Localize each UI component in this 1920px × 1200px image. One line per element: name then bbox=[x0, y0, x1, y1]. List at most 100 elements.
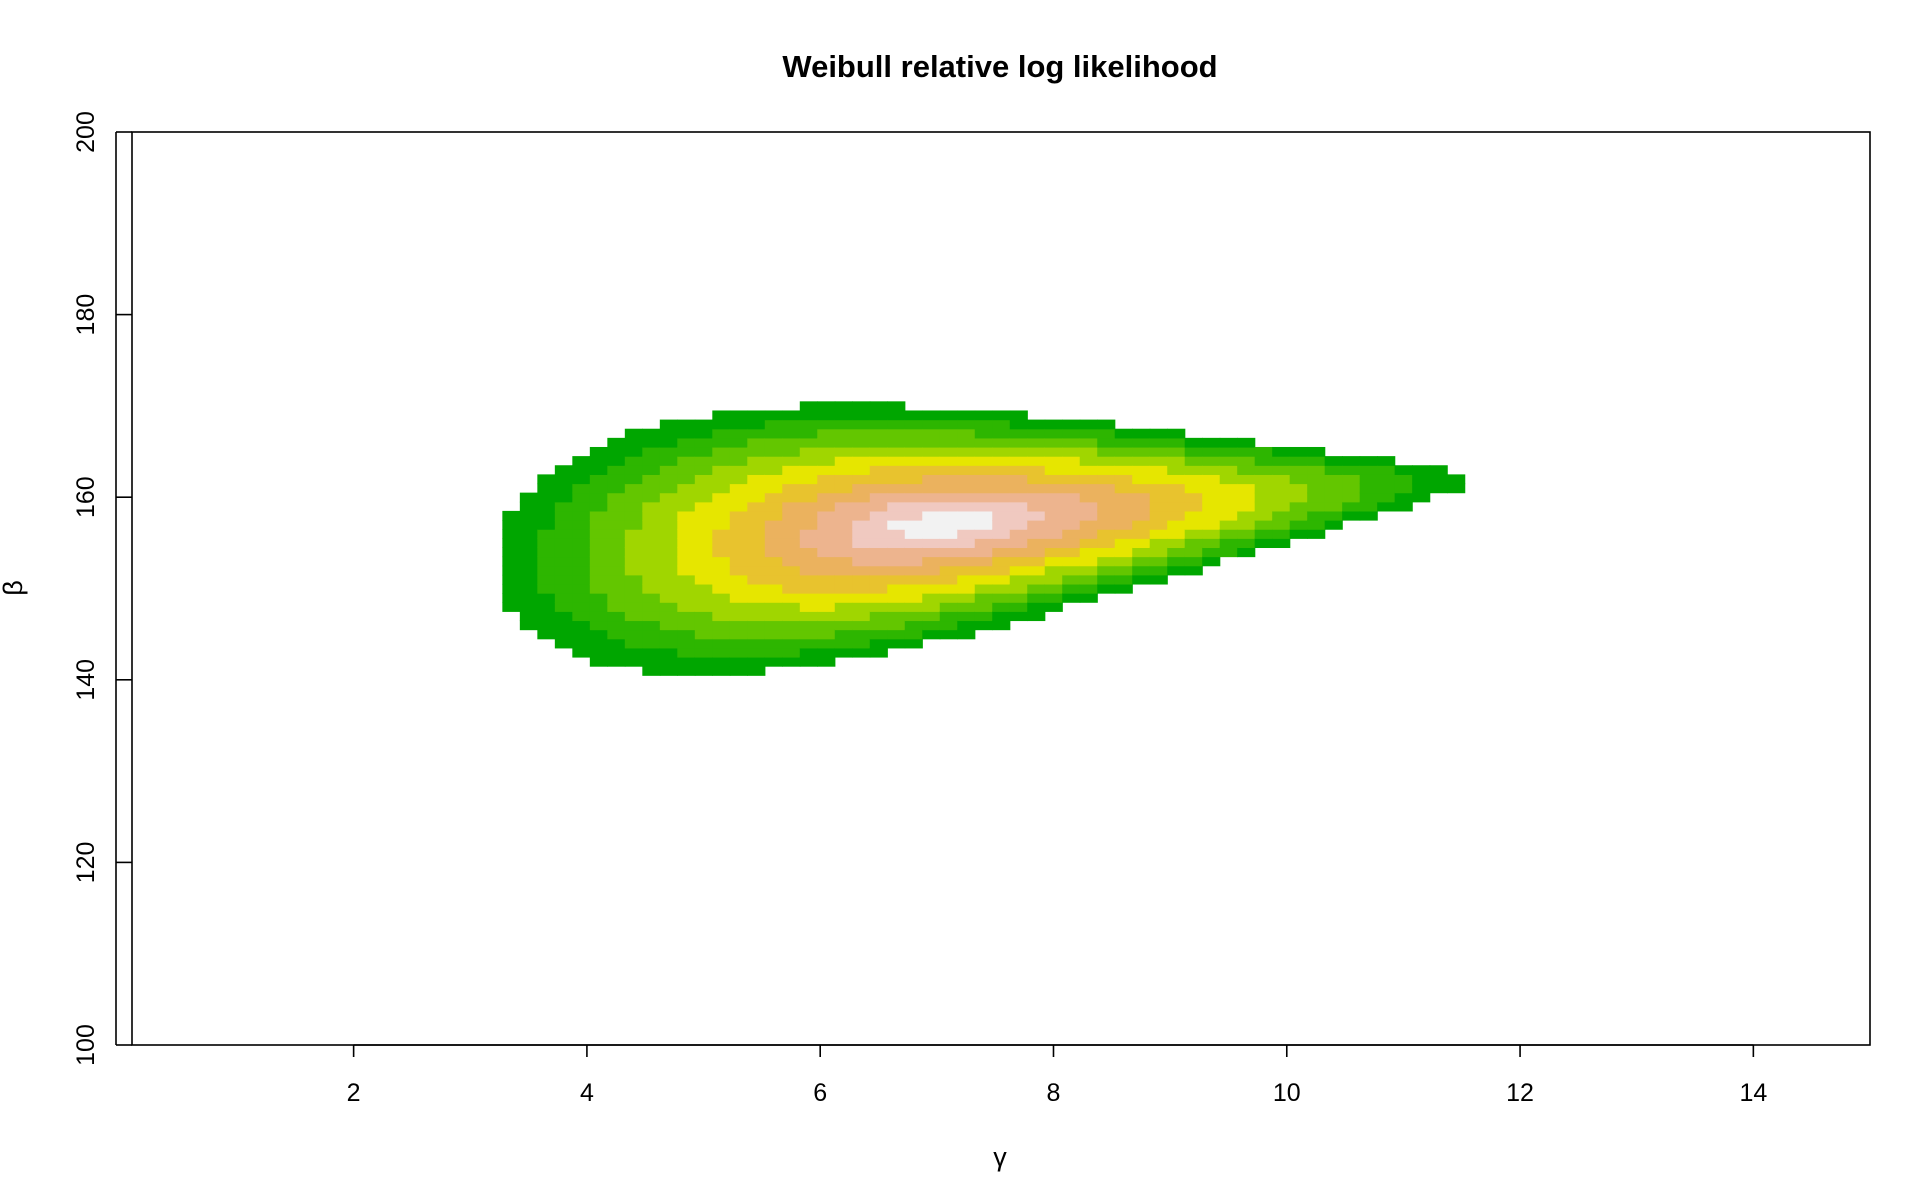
heatmap-cell bbox=[694, 437, 713, 448]
heatmap-cell bbox=[624, 428, 643, 439]
heatmap-cell bbox=[834, 410, 853, 421]
heatmap-cell bbox=[764, 611, 783, 622]
heatmap-cell bbox=[1272, 456, 1291, 466]
heatmap-cell bbox=[1324, 465, 1343, 475]
heatmap-cell bbox=[1324, 520, 1343, 530]
heatmap-cell bbox=[782, 638, 801, 649]
heatmap-cell bbox=[1009, 501, 1028, 512]
heatmap-cell bbox=[747, 583, 766, 594]
heatmap-cell bbox=[1184, 520, 1203, 530]
heatmap-cell bbox=[607, 501, 626, 512]
heatmap-cell bbox=[747, 574, 766, 585]
heatmap-cell bbox=[659, 574, 678, 585]
heatmap-cell bbox=[1149, 538, 1168, 549]
heatmap-cell bbox=[939, 492, 958, 503]
heatmap-cell bbox=[852, 419, 871, 430]
heatmap-cell bbox=[1429, 483, 1448, 494]
heatmap-cell bbox=[537, 620, 556, 631]
heatmap-cell bbox=[1062, 593, 1081, 603]
heatmap-cell bbox=[1027, 437, 1046, 448]
heatmap-cell bbox=[1167, 492, 1186, 503]
heatmap-cell bbox=[939, 583, 958, 594]
heatmap-cell bbox=[554, 474, 573, 485]
heatmap-cell bbox=[554, 574, 573, 585]
heatmap-cell bbox=[537, 538, 556, 549]
heatmap-cell bbox=[1009, 492, 1028, 503]
heatmap-cell bbox=[1184, 465, 1203, 475]
heatmap-cell bbox=[922, 419, 941, 430]
heatmap-cell bbox=[1009, 602, 1028, 612]
heatmap-cell bbox=[852, 547, 871, 558]
heatmap-cell bbox=[1219, 492, 1238, 503]
heatmap-cell bbox=[624, 510, 643, 521]
heatmap-cell bbox=[922, 593, 941, 603]
heatmap-cell bbox=[939, 437, 958, 448]
heatmap-cell bbox=[1062, 456, 1081, 466]
heatmap-cell bbox=[1149, 510, 1168, 521]
heatmap-cell bbox=[799, 501, 818, 512]
heatmap-cell bbox=[537, 474, 556, 485]
heatmap-cell bbox=[572, 593, 591, 603]
heatmap-cell bbox=[817, 446, 836, 457]
heatmap-cell bbox=[729, 492, 748, 503]
heatmap-cell bbox=[992, 547, 1011, 558]
heatmap-cell bbox=[904, 547, 923, 558]
heatmap-cell bbox=[694, 419, 713, 430]
heatmap-cell bbox=[747, 465, 766, 475]
heatmap-cell bbox=[642, 446, 661, 457]
heatmap-cell bbox=[834, 492, 853, 503]
heatmap-cell bbox=[1009, 593, 1028, 603]
heatmap-cell bbox=[904, 465, 923, 475]
heatmap-cell bbox=[1009, 520, 1028, 530]
heatmap-cell bbox=[904, 638, 923, 649]
heatmap-cell bbox=[817, 456, 836, 466]
heatmap-cell bbox=[974, 428, 993, 439]
heatmap-cell bbox=[974, 492, 993, 503]
heatmap-cell bbox=[1062, 492, 1081, 503]
heatmap-cell bbox=[1027, 483, 1046, 494]
y-tick-label: 180 bbox=[72, 294, 100, 336]
heatmap-cell bbox=[537, 501, 556, 512]
heatmap-cell bbox=[1254, 483, 1273, 494]
heatmap-cell bbox=[782, 456, 801, 466]
heatmap-cell bbox=[589, 611, 608, 622]
heatmap-cell bbox=[799, 629, 818, 640]
heatmap-cell bbox=[817, 611, 836, 622]
heatmap-cell bbox=[694, 501, 713, 512]
heatmap-cell bbox=[939, 465, 958, 475]
heatmap-cell bbox=[1167, 547, 1186, 558]
heatmap-cell bbox=[1149, 556, 1168, 567]
heatmap-cell bbox=[747, 456, 766, 466]
heatmap-cell bbox=[1132, 510, 1151, 521]
heatmap-cell bbox=[694, 456, 713, 466]
heatmap-cell bbox=[922, 629, 941, 640]
heatmap-cell bbox=[1114, 456, 1133, 466]
heatmap-cell bbox=[1114, 483, 1133, 494]
heatmap-cell bbox=[1009, 538, 1028, 549]
heatmap-cell bbox=[852, 583, 871, 594]
heatmap-cell bbox=[1377, 483, 1396, 494]
heatmap-cell bbox=[677, 520, 696, 530]
heatmap-cell bbox=[712, 629, 731, 640]
heatmap-cell bbox=[642, 538, 661, 549]
heatmap-cell bbox=[677, 593, 696, 603]
heatmap-cell bbox=[642, 556, 661, 567]
heatmap-cell bbox=[852, 574, 871, 585]
heatmap-cell bbox=[1009, 529, 1028, 539]
heatmap-cell bbox=[642, 583, 661, 594]
heatmap-cell bbox=[1097, 583, 1116, 594]
heatmap-cell bbox=[747, 501, 766, 512]
heatmap-cell bbox=[1167, 437, 1186, 448]
heatmap-cell bbox=[1272, 446, 1291, 457]
heatmap-cell bbox=[1167, 565, 1186, 576]
heatmap-cell bbox=[782, 410, 801, 421]
heatmap-cell bbox=[694, 629, 713, 640]
heatmap-cell bbox=[1114, 446, 1133, 457]
heatmap-cell bbox=[589, 547, 608, 558]
heatmap-cell bbox=[782, 611, 801, 622]
heatmap-cell bbox=[817, 638, 836, 649]
heatmap-cell bbox=[817, 583, 836, 594]
heatmap-cell bbox=[1149, 492, 1168, 503]
heatmap-cell bbox=[1149, 565, 1168, 576]
heatmap-cell bbox=[1377, 474, 1396, 485]
